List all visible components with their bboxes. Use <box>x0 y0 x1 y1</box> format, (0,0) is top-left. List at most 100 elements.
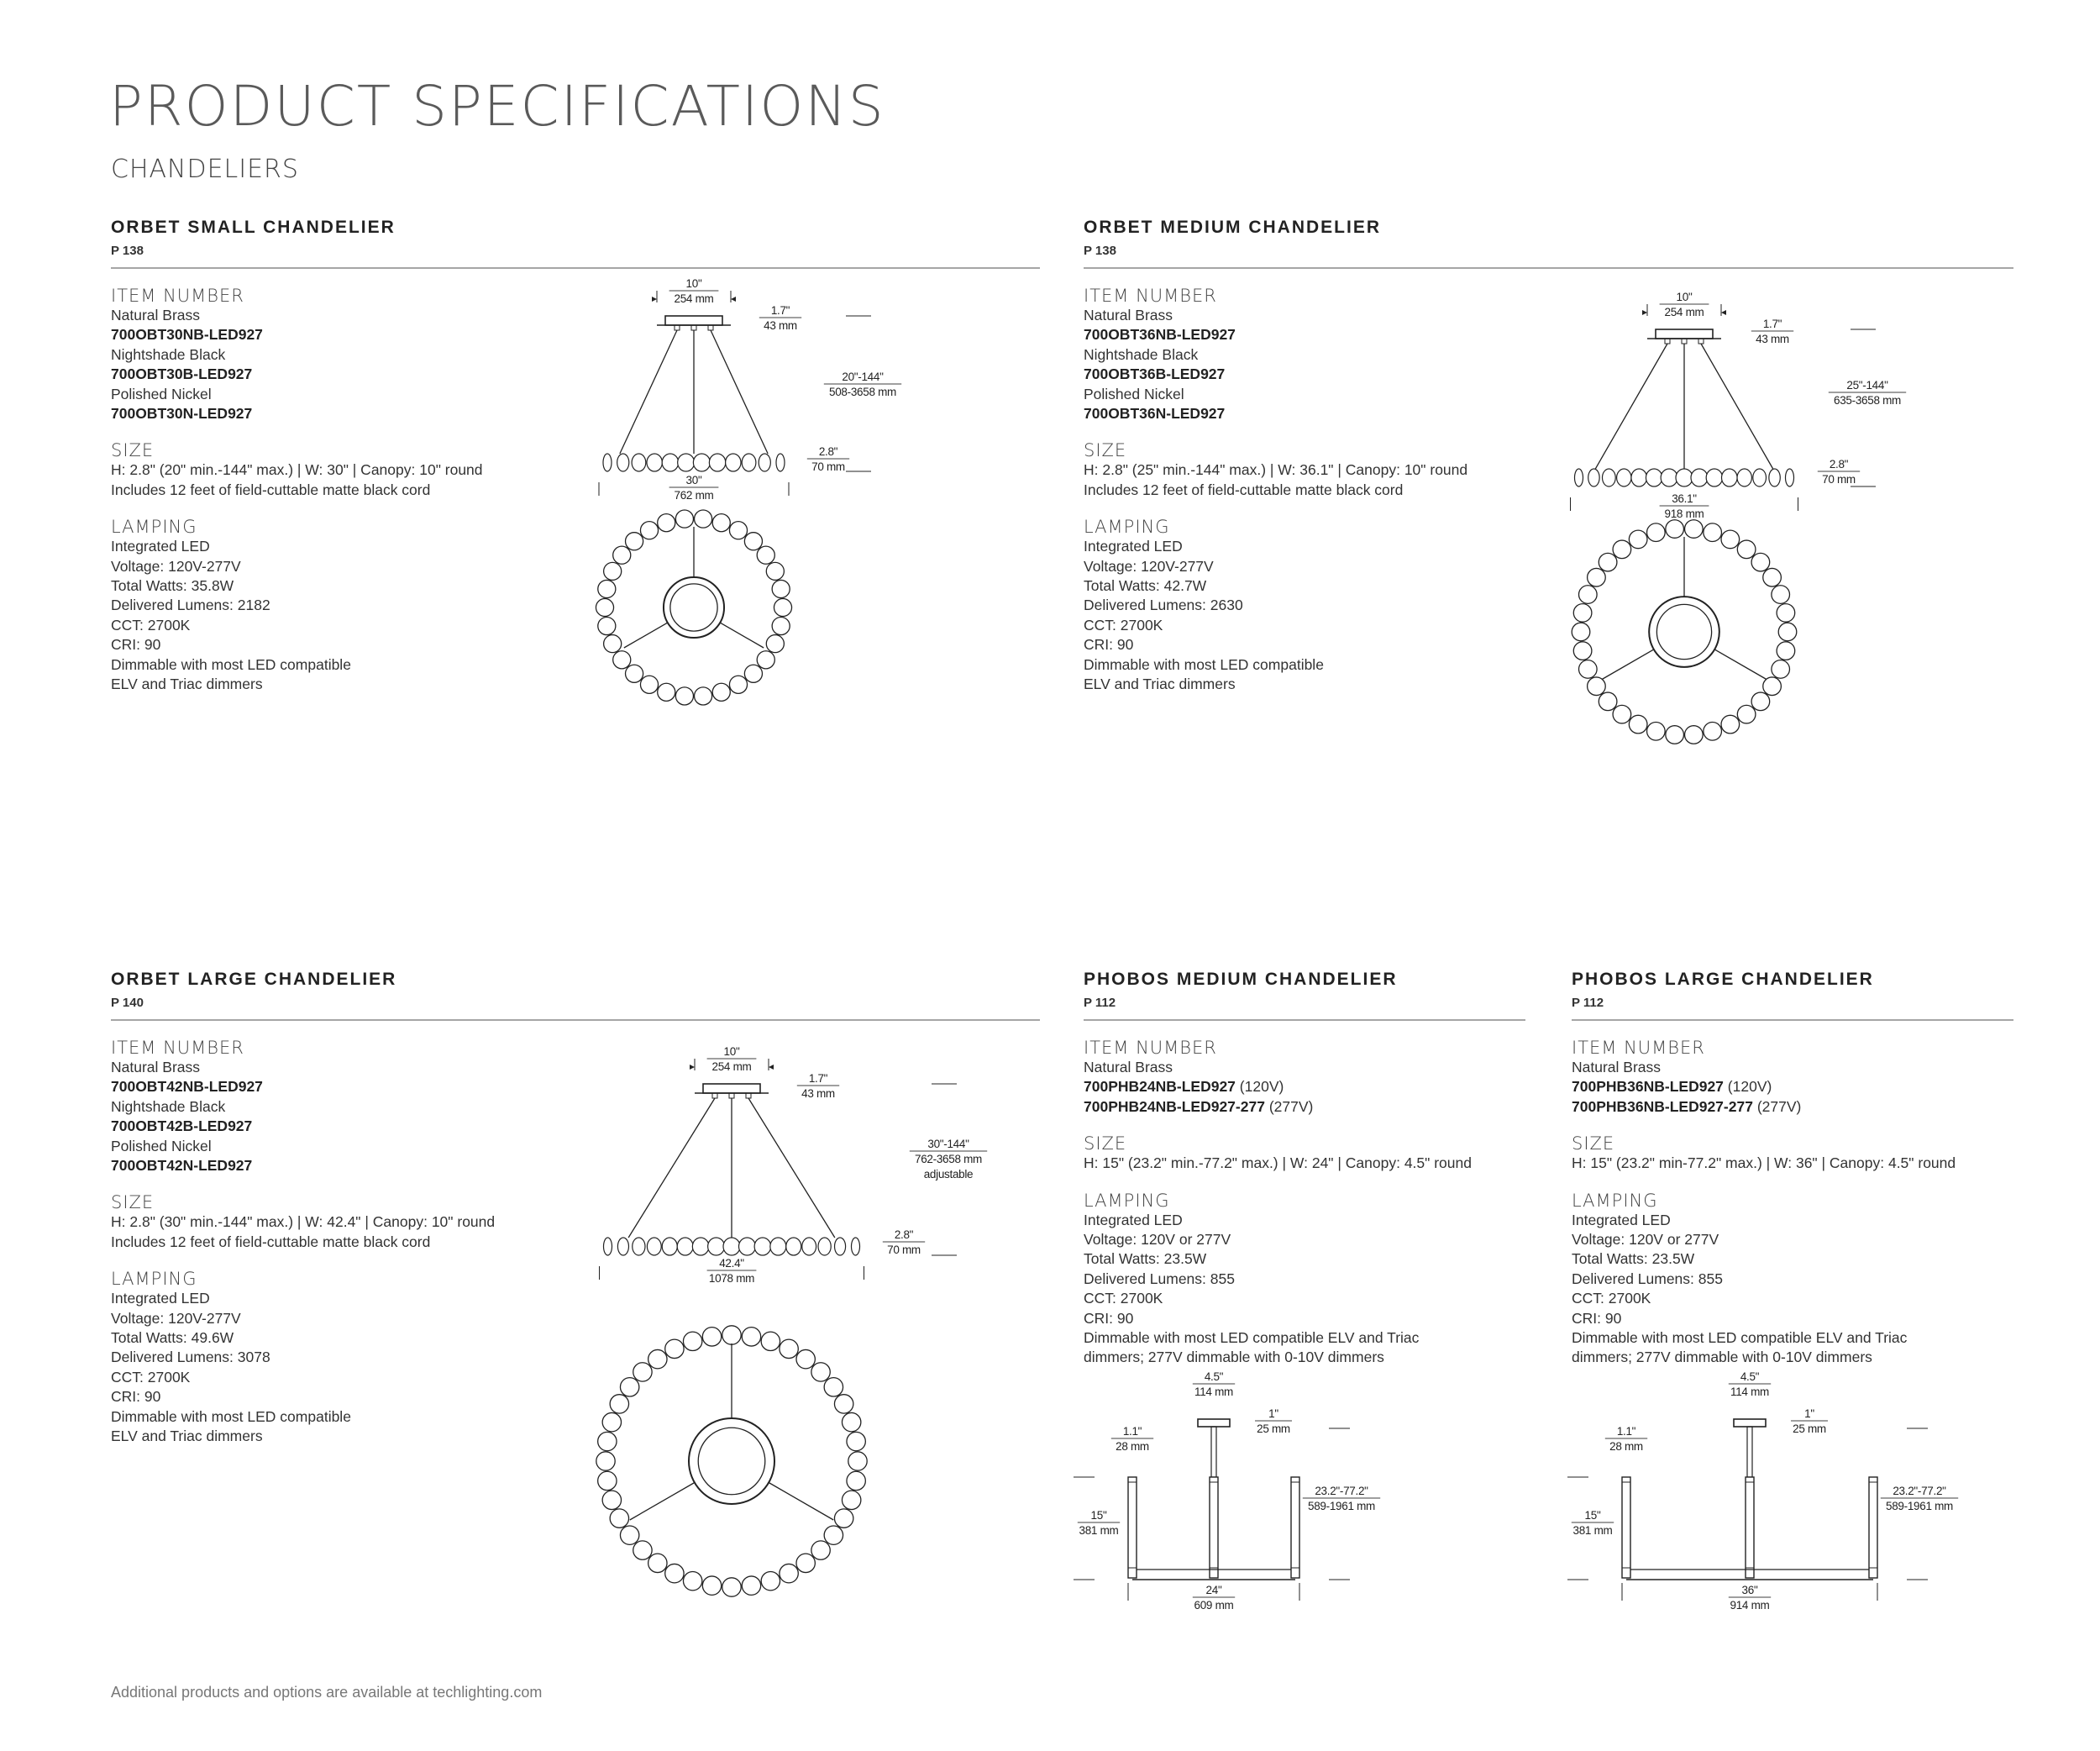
bead <box>722 1237 741 1256</box>
bead <box>657 682 676 702</box>
cable-gripper <box>1698 338 1704 344</box>
bead <box>1720 714 1740 734</box>
size-line: H: 2.8" (30" min.-144" max.) | W: 42.4" … <box>111 1213 496 1231</box>
item-code: 700OBT42NB-LED927 <box>111 1077 1040 1096</box>
lamping-line: Dimmable with most LED compatible <box>111 1407 351 1425</box>
size-line: H: 2.8" (25" min.-144" max.) | W: 36.1" … <box>1084 461 1468 479</box>
orbet-drawing <box>595 291 871 706</box>
bead <box>661 1237 678 1256</box>
bead <box>846 1470 866 1491</box>
bead <box>823 1525 844 1546</box>
lamping-line: Delivered Lumens: 3078 <box>111 1349 270 1366</box>
item-code: 700OBT42N-LED927 <box>111 1156 1040 1175</box>
item-number-group: ITEM NUMBER Natural Brass 700OBT30NB-LED92… <box>111 286 1040 423</box>
bead <box>1572 641 1593 661</box>
cable-gripper <box>1681 338 1688 344</box>
lamping-line: Delivered Lumens: 2630 <box>1084 597 1243 614</box>
bead <box>693 686 713 706</box>
lamping-line: ELV and Triac dimmers <box>1084 676 1236 693</box>
bead <box>609 1508 630 1528</box>
dim-metric: 25 mm <box>1793 1422 1826 1435</box>
bead <box>711 682 731 702</box>
group-heading: SIZE <box>1572 1133 1615 1154</box>
group-heading: LAMPING <box>1084 1190 1170 1211</box>
lamping-line: Dimmable with most LED compatible <box>111 655 351 673</box>
canopy-width-dim: 4.5" 114 mm <box>1192 1370 1236 1398</box>
lamping-group: LAMPING Integrated LED Voltage: 120V or 27… <box>1084 1191 1525 1368</box>
lamping-line: Integrated LED <box>111 538 210 555</box>
finish-name: Nightshade Black <box>111 1097 226 1115</box>
dim-metric: 609 mm <box>1194 1599 1234 1612</box>
product-spec: PHOBOS LARGE CHANDELIER P 112 ITEM NUMBER N… <box>1572 969 2013 1368</box>
bead <box>708 453 727 472</box>
item-code: 700OBT36NB-LED927 <box>1084 325 2013 344</box>
bead <box>833 1394 854 1414</box>
bead <box>647 1349 668 1370</box>
item-code: 700PHB24NB-LED927-277 (277V) <box>1084 1097 1525 1117</box>
dim-tick <box>690 1065 695 1070</box>
dim-metric: 762-3658 mm <box>915 1153 982 1165</box>
lamping-line: dimmers; 277V dimmable with 0-10V dimmer… <box>1084 1349 1384 1366</box>
stem <box>1746 1426 1753 1478</box>
bead <box>661 453 680 472</box>
dim-imperial: 1" <box>1804 1407 1814 1420</box>
lamping-line: Voltage: 120V-277V <box>1084 557 1214 575</box>
bead <box>817 1237 832 1256</box>
divider <box>111 267 1040 269</box>
bead <box>1705 468 1724 487</box>
lamping-line: Voltage: 120V-277V <box>111 1309 241 1327</box>
bead <box>722 1325 742 1345</box>
bead <box>677 453 696 472</box>
dim-imperial: 15" <box>1091 1509 1107 1522</box>
item-code: 700OBT30N-LED927 <box>111 404 1040 423</box>
bead <box>841 1412 862 1433</box>
bead <box>711 513 731 533</box>
bead <box>597 1470 617 1491</box>
finish-name: Polished Nickel <box>111 385 212 402</box>
page-reference: P 112 <box>1084 996 1116 1010</box>
divider <box>111 1019 1040 1021</box>
cable <box>619 329 678 455</box>
cable <box>1700 343 1774 470</box>
bead <box>722 1577 742 1597</box>
bead <box>775 453 785 472</box>
lamping-line: CRI: 90 <box>1084 1309 1134 1327</box>
ring-width-dim: 36.1" 918 mm <box>1659 492 1709 520</box>
group-heading: LAMPING <box>1572 1190 1658 1211</box>
bead <box>601 1490 622 1511</box>
dim-metric: 508-3658 mm <box>829 386 896 398</box>
fixture-width-dim: 24" 609 mm <box>1192 1584 1236 1612</box>
item-code-text: 700OBT36B-LED927 <box>1084 365 1226 383</box>
page-reference: P 140 <box>111 996 144 1010</box>
phobos-drawing <box>1567 1418 1928 1601</box>
light-arm <box>1127 1476 1137 1579</box>
product-title: PHOBOS LARGE CHANDELIER <box>1572 970 1874 989</box>
lamping-group: LAMPING Integrated LED Voltage: 120V or 27… <box>1572 1191 2013 1368</box>
dim-imperial: 1.1" <box>1617 1425 1636 1438</box>
lamping-line: Delivered Lumens: 2182 <box>111 597 270 614</box>
finish-name: Nightshade Black <box>1084 345 1199 363</box>
finish-name: Natural Brass <box>1084 1059 1173 1075</box>
product-spec: PHOBOS MEDIUM CHANDELIER P 112 ITEM NUMBER… <box>1084 969 1525 1368</box>
dim-metric: 254 mm <box>675 292 714 305</box>
bead <box>639 521 659 540</box>
bead <box>675 509 695 528</box>
bead <box>753 1237 772 1256</box>
dim-tick <box>769 1065 774 1070</box>
canopy-width-dim: 10" 254 mm <box>669 277 719 305</box>
cable-gripper <box>707 324 714 331</box>
voltage-note: (120V) <box>1239 1078 1284 1096</box>
dim-imperial: 15" <box>1585 1509 1601 1522</box>
light-arm <box>1621 1476 1631 1579</box>
bead <box>728 521 748 540</box>
dim-metric: 254 mm <box>1665 306 1704 318</box>
dim-metric: 914 mm <box>1730 1599 1770 1612</box>
bead <box>738 1237 756 1256</box>
item-code: 700PHB24NB-LED927 (120V) <box>1084 1077 1525 1096</box>
cable-gripper <box>728 1092 735 1099</box>
item-code-text: 700OBT30N-LED927 <box>111 405 253 423</box>
cable-gripper <box>711 1092 718 1099</box>
bead <box>632 1237 646 1256</box>
bead <box>675 686 695 706</box>
canopy-width-dim: 4.5" 114 mm <box>1728 1370 1772 1398</box>
